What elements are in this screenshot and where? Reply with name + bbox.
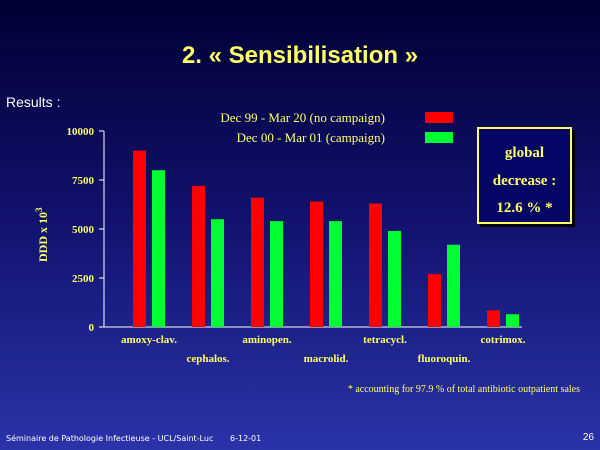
y-tick-label: 7500 [72, 175, 95, 187]
page-number: 26 [582, 432, 594, 443]
bar-campaign [152, 170, 165, 327]
bar-no-campaign [251, 197, 264, 327]
bar-campaign [270, 221, 283, 327]
bar-campaign [211, 219, 224, 327]
bar-no-campaign [428, 274, 441, 327]
category-label: fluoroquin. [418, 353, 471, 365]
category-label: amoxy-clav. [121, 334, 177, 346]
bar-no-campaign [369, 203, 382, 327]
y-tick-label: 10000 [67, 126, 95, 138]
category-label: tetracycl. [363, 334, 407, 346]
global-line-2: decrease : [492, 173, 557, 189]
category-label: macrolid. [304, 353, 349, 365]
global-line-3: 12.6 % * [496, 200, 553, 216]
footer-seminar: Séminaire de Pathologie Infectieuse - UC… [6, 434, 214, 443]
y-tick-label: 5000 [72, 224, 95, 236]
bar-campaign [388, 230, 401, 327]
legend-swatch [425, 112, 453, 123]
legend-swatch [425, 132, 453, 143]
bar-no-campaign [487, 310, 500, 327]
legend-label: Dec 99 - Mar 20 (no campaign) [220, 110, 385, 125]
legend-label: Dec 00 - Mar 01 (campaign) [237, 130, 385, 145]
y-axis-label: DDD x 103 [34, 207, 50, 262]
global-line-1: global [504, 145, 545, 161]
global-decrease-box: global decrease : 12.6 % * [477, 127, 572, 224]
category-label: aminopen. [242, 334, 291, 346]
bar-campaign [447, 244, 460, 327]
category-label: cephalos. [186, 353, 229, 365]
footer-date: 6-12-01 [230, 434, 262, 443]
bar-campaign [506, 314, 519, 327]
bar-no-campaign [133, 150, 146, 327]
bar-no-campaign [192, 185, 205, 327]
bar-no-campaign [310, 201, 323, 327]
slide-title: 2. « Sensibilisation » [181, 42, 419, 69]
category-label: cotrimox. [481, 334, 526, 346]
results-label: Results : [6, 94, 61, 110]
footnote: * accounting for 97.9 % of total antibio… [347, 384, 580, 395]
y-tick-label: 2500 [72, 273, 95, 285]
bar-campaign [329, 221, 342, 327]
y-tick-label: 0 [89, 322, 95, 334]
